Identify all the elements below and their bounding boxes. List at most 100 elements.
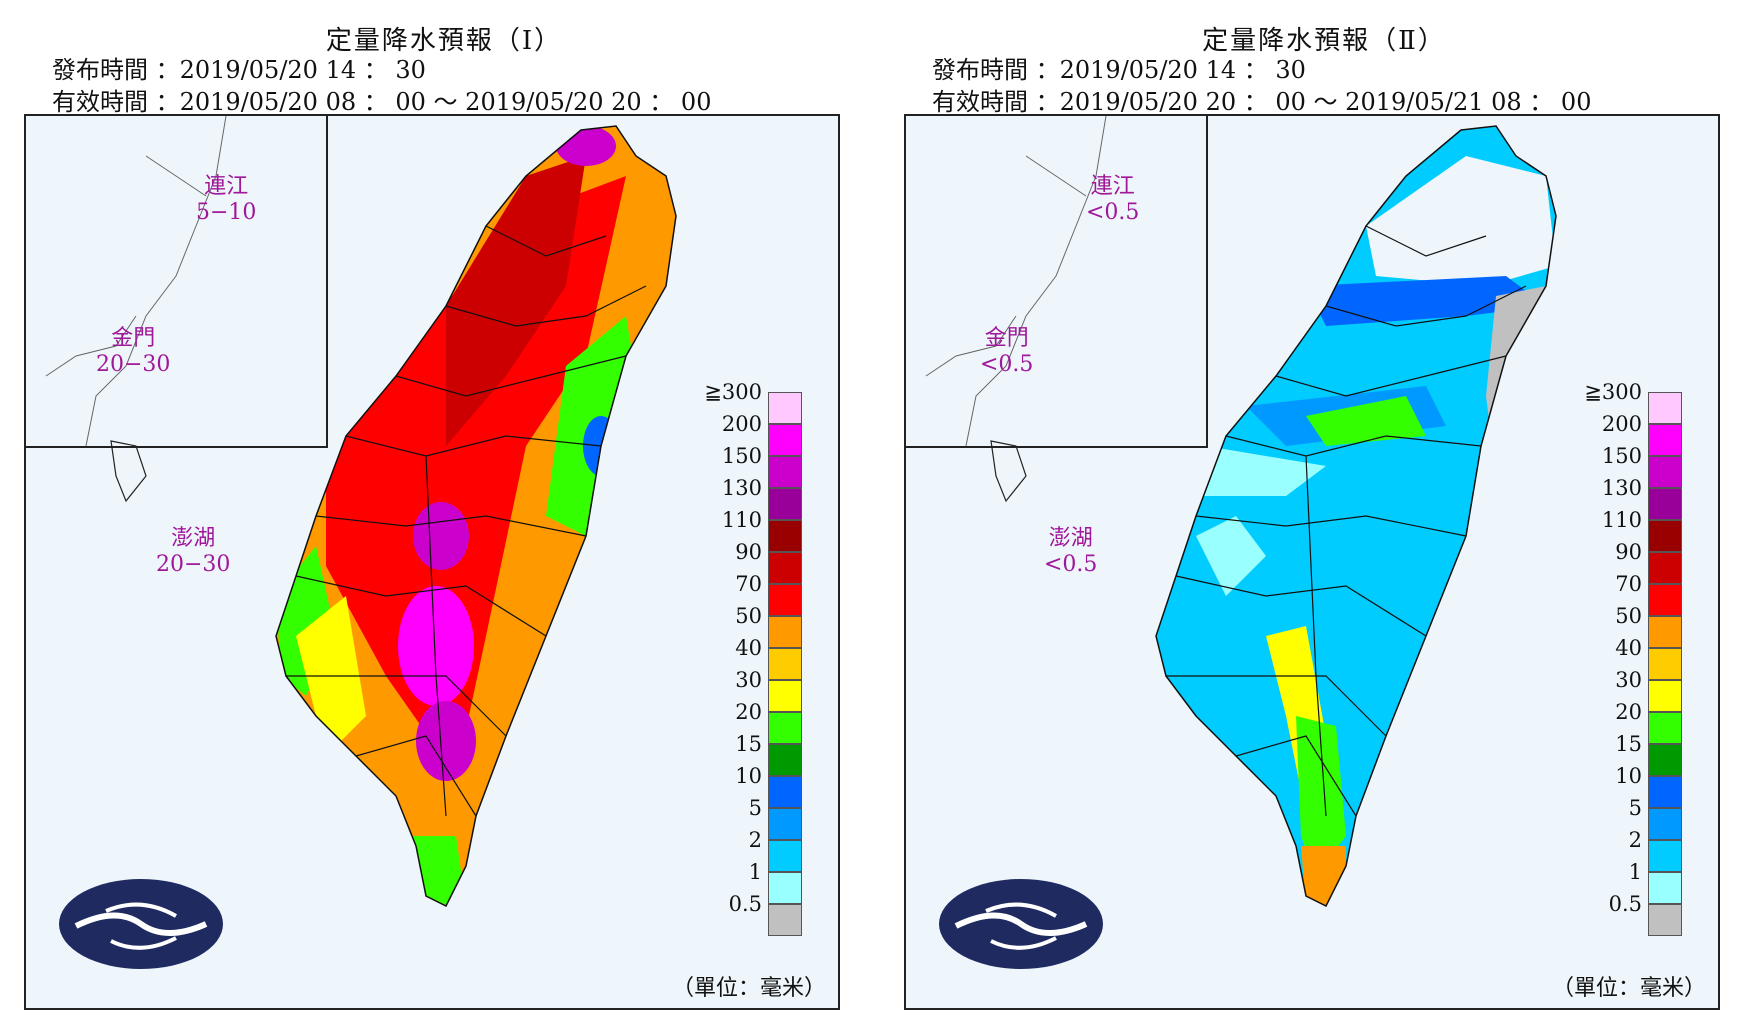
legend-label: 30 (735, 668, 762, 692)
legend-label: 150 (721, 444, 762, 468)
legend-label: 50 (735, 604, 762, 628)
kinmen-label: 金門 20−30 (96, 326, 170, 378)
legend-swatch (1648, 520, 1682, 552)
legend-swatch (768, 488, 802, 520)
legend-swatch (768, 520, 802, 552)
legend-label: 1 (748, 860, 762, 884)
lienchiang-name: 連江 (204, 174, 249, 199)
legend-label: 50 (1615, 604, 1642, 628)
legend-label: ≧300 (1584, 380, 1642, 404)
kinmen-value: 20−30 (96, 352, 171, 377)
legend-label: 130 (721, 476, 762, 500)
legend-swatch (768, 840, 802, 872)
legend-swatch (1648, 776, 1682, 808)
kinmen-label: 金門 <0.5 (980, 326, 1033, 378)
cwb-logo-icon (59, 879, 223, 969)
legend-swatch (1648, 904, 1682, 936)
legend-swatch (768, 808, 802, 840)
valid-time: 有效時間 ：2019/05/20 08 ： 00 〜 2019/05/20 20… (52, 88, 712, 116)
legend-label: 15 (735, 732, 762, 756)
legend-label: 40 (1615, 636, 1642, 660)
penghu-value: <0.5 (1044, 552, 1098, 577)
lienchiang-label: 連江 <0.5 (1086, 174, 1139, 226)
penghu-value: 20−30 (156, 552, 231, 577)
legend-swatch (768, 648, 802, 680)
legend-swatch (1648, 840, 1682, 872)
lienchiang-label: 連江 5−10 (196, 174, 256, 226)
legend-label: 150 (1601, 444, 1642, 468)
legend-label: 40 (735, 636, 762, 660)
legend-swatch (768, 776, 802, 808)
legend-label: 30 (1615, 668, 1642, 692)
legend-label: 110 (1601, 508, 1642, 532)
legend-swatch (768, 552, 802, 584)
legend-swatch (768, 744, 802, 776)
offshore-islands-inset: 連江 <0.5 金門 <0.5 (906, 116, 1208, 448)
legend-swatch (768, 584, 802, 616)
legend-swatch (1648, 744, 1682, 776)
legend-label: 20 (735, 700, 762, 724)
legend-label: 200 (721, 412, 762, 436)
legend-swatch (768, 424, 802, 456)
rainfall-map: 連江 <0.5 金門 <0.5 澎湖 <0.5 (904, 114, 1720, 1010)
forecast-panel-1: 定量降水預報（Ⅰ） 發布時間 ：2019/05/20 14 ： 30 有效時間 … (24, 0, 864, 1026)
issued-time: 發布時間 ：2019/05/20 14 ： 30 (52, 56, 426, 84)
legend-swatch (1648, 648, 1682, 680)
legend-swatch (768, 456, 802, 488)
cwb-logo-icon (939, 879, 1103, 969)
legend-label: 15 (1615, 732, 1642, 756)
penghu-name: 澎湖 (1048, 526, 1093, 551)
legend-label: 20 (1615, 700, 1642, 724)
penghu-name: 澎湖 (171, 526, 216, 551)
legend-swatch (1648, 808, 1682, 840)
lienchiang-value: 5−10 (196, 200, 257, 225)
taiwan-rainfall-svg (1155, 125, 1557, 908)
issued-time: 發布時間 ：2019/05/20 14 ： 30 (932, 56, 1306, 84)
legend-colorbar (1648, 392, 1684, 936)
legend-swatch (1648, 616, 1682, 648)
coastline-svg (45, 116, 227, 446)
panel-title: 定量降水預報（Ⅱ） (1202, 26, 1446, 56)
legend-label: 130 (1601, 476, 1642, 500)
kinmen-name: 金門 (984, 326, 1029, 351)
legend-swatch (1648, 680, 1682, 712)
legend-label: 2 (748, 828, 762, 852)
unit-label: （單位：毫米） (1551, 976, 1706, 1001)
legend-swatch (768, 904, 802, 936)
legend-swatch (1648, 456, 1682, 488)
penghu-label: 澎湖 20−30 (156, 526, 230, 578)
legend-label: 10 (735, 764, 762, 788)
legend-swatch (1648, 488, 1682, 520)
penghu-label: 澎湖 <0.5 (1044, 526, 1097, 578)
kinmen-name: 金門 (111, 326, 156, 351)
unit-label: （單位：毫米） (671, 976, 826, 1001)
legend-label: 0.5 (728, 892, 762, 916)
legend-label: 10 (1615, 764, 1642, 788)
legend-label: 90 (735, 540, 762, 564)
legend-swatch (1648, 424, 1682, 456)
legend-label: 5 (748, 796, 762, 820)
kinmen-value: <0.5 (980, 352, 1034, 377)
lienchiang-name: 連江 (1090, 174, 1135, 199)
legend-label: 70 (1615, 572, 1642, 596)
coastline-svg (925, 116, 1107, 446)
legend-swatch (1648, 552, 1682, 584)
legend-label: 90 (1615, 540, 1642, 564)
legend-swatch (768, 680, 802, 712)
legend-swatch (768, 616, 802, 648)
forecast-panel-2: 定量降水預報（Ⅱ） 發布時間 ：2019/05/20 14 ： 30 有效時間 … (904, 0, 1744, 1026)
offshore-islands-inset: 連江 5−10 金門 20−30 (26, 116, 328, 448)
taiwan-rainfall-svg (275, 125, 677, 908)
legend-colorbar (768, 392, 804, 936)
legend-label: 5 (1628, 796, 1642, 820)
legend-swatch (1648, 584, 1682, 616)
lienchiang-value: <0.5 (1086, 200, 1140, 225)
legend-label: 70 (735, 572, 762, 596)
legend-swatch (768, 712, 802, 744)
legend-label: 1 (1628, 860, 1642, 884)
panel-title: 定量降水預報（Ⅰ） (325, 26, 563, 56)
legend-swatch (1648, 392, 1682, 424)
legend-swatch (768, 392, 802, 424)
rainfall-map: 連江 5−10 金門 20−30 澎湖 20−30 (24, 114, 840, 1010)
legend-swatch (1648, 712, 1682, 744)
